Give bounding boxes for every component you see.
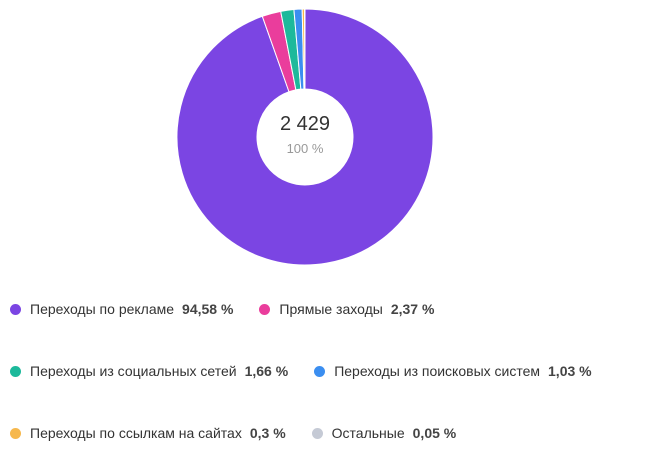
legend-value: 94,58 % [182,301,233,317]
legend-label: Переходы из поисковых систем [334,363,540,379]
legend-dot [10,304,21,315]
legend: Переходы по рекламе 94,58 % Прямые заходы 2… [10,298,650,464]
legend-label: Переходы по ссылкам на сайтах [30,425,242,441]
legend-label: Остальные [332,425,405,441]
center-total: 2 429 [280,113,330,135]
legend-dot [10,428,21,439]
page: 2 429 100 % Переходы по рекламе 94,58 % Пря… [0,0,654,421]
legend-dot [312,428,323,439]
legend-label: Переходы из социальных сетей [30,363,237,379]
legend-label: Переходы по рекламе [30,301,174,317]
legend-dot [314,366,325,377]
legend-item: Прямые заходы 2,37 % [259,298,434,320]
legend-dot [10,366,21,377]
legend-item: Переходы по рекламе 94,58 % [10,298,233,320]
donut-chart: 2 429 100 % [0,0,654,290]
center-percent: 100 % [287,141,324,156]
legend-item: Остальные 0,05 % [312,422,457,444]
legend-label: Прямые заходы [279,301,382,317]
legend-value: 1,66 % [245,363,289,379]
legend-value: 0,05 % [413,425,457,441]
legend-item: Переходы по ссылкам на сайтах 0,3 % [10,422,286,444]
legend-value: 0,3 % [250,425,286,441]
legend-item: Переходы из социальных сетей 1,66 % [10,360,288,382]
legend-value: 2,37 % [391,301,435,317]
legend-dot [259,304,270,315]
legend-item: Переходы из поисковых систем 1,03 % [314,360,591,382]
legend-value: 1,03 % [548,363,592,379]
